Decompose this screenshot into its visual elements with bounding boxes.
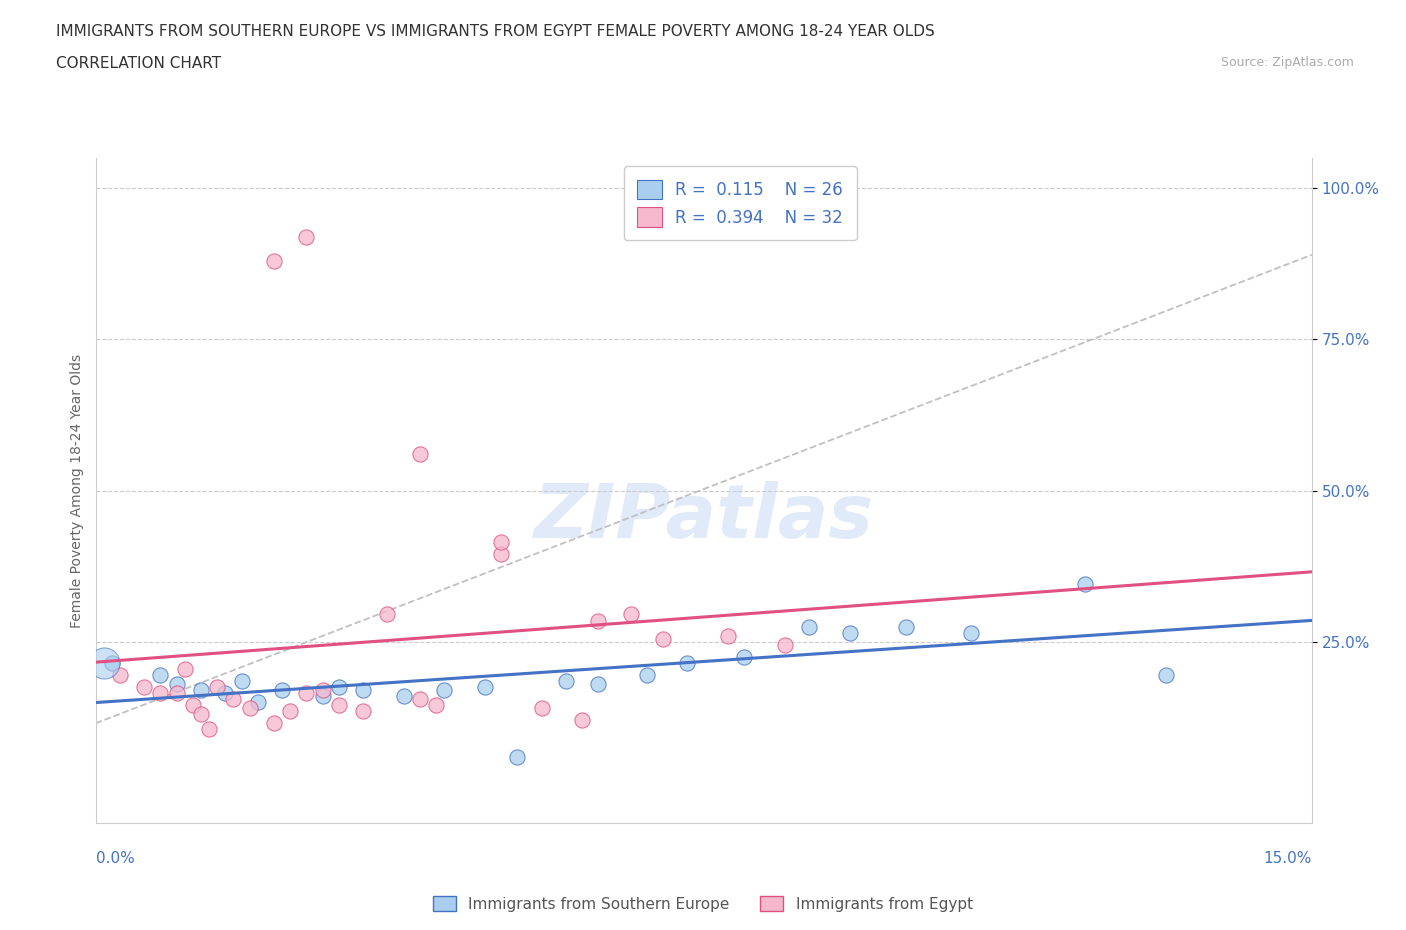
Point (108, 668, 131, 683)
Point (554, 673, 576, 688)
Point (190, 707, 212, 722)
Legend: Immigrants from Southern Europe, Immigrants from Egypt: Immigrants from Southern Europe, Immigra… (427, 889, 979, 918)
Point (198, 722, 221, 737)
Point (328, 680, 350, 695)
Point (263, 254, 285, 269)
Text: ZIPatlas: ZIPatlas (534, 481, 873, 553)
Point (166, 677, 188, 692)
Point (222, 692, 245, 707)
Point (311, 688, 333, 704)
Point (93, 656, 115, 671)
Point (134, 680, 156, 695)
Text: 0.0%: 0.0% (96, 851, 135, 866)
Text: CORRELATION CHART: CORRELATION CHART (56, 56, 221, 71)
Point (190, 683, 212, 698)
Point (676, 656, 699, 671)
Point (173, 661, 195, 676)
Point (377, 607, 399, 622)
Point (271, 683, 294, 698)
Point (588, 613, 610, 628)
Point (652, 631, 675, 646)
Point (1074, 577, 1097, 591)
Point (773, 637, 796, 652)
Point (295, 685, 318, 700)
Point (717, 629, 740, 644)
Point (530, 701, 553, 716)
Point (149, 668, 172, 683)
Point (1154, 668, 1177, 683)
Point (263, 716, 285, 731)
Point (166, 685, 188, 700)
Point (506, 750, 529, 764)
Text: Source: ZipAtlas.com: Source: ZipAtlas.com (1220, 56, 1354, 69)
Point (733, 649, 755, 664)
Point (352, 704, 374, 719)
Point (636, 668, 658, 683)
Point (149, 685, 172, 700)
Point (489, 547, 512, 562)
Point (489, 535, 512, 550)
Point (246, 695, 269, 710)
Point (433, 683, 456, 698)
Point (311, 683, 333, 698)
Point (838, 625, 860, 640)
Point (231, 673, 253, 688)
Point (328, 698, 350, 712)
Legend: R =  0.115    N = 26, R =  0.394    N = 32: R = 0.115 N = 26, R = 0.394 N = 32 (624, 166, 856, 240)
Point (409, 692, 432, 707)
Point (392, 688, 415, 704)
Point (214, 685, 236, 700)
Point (571, 713, 593, 728)
Point (101, 656, 124, 671)
Y-axis label: Female Poverty Among 18-24 Year Olds: Female Poverty Among 18-24 Year Olds (70, 353, 84, 628)
Point (588, 677, 610, 692)
Point (620, 607, 643, 622)
Text: 15.0%: 15.0% (1264, 851, 1312, 866)
Point (181, 698, 204, 712)
Point (896, 619, 918, 634)
Point (797, 619, 820, 634)
Point (425, 698, 447, 712)
Point (278, 704, 301, 719)
Point (474, 680, 496, 695)
Point (960, 625, 983, 640)
Point (239, 701, 262, 716)
Point (295, 230, 318, 245)
Point (207, 680, 229, 695)
Point (352, 683, 374, 698)
Point (409, 447, 432, 462)
Text: IMMIGRANTS FROM SOUTHERN EUROPE VS IMMIGRANTS FROM EGYPT FEMALE POVERTY AMONG 18: IMMIGRANTS FROM SOUTHERN EUROPE VS IMMIG… (56, 24, 935, 39)
